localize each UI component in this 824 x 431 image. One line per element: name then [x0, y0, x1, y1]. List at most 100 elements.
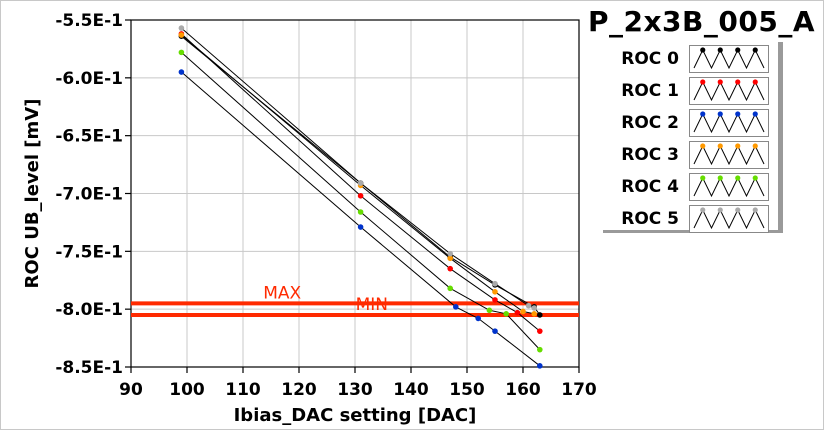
series-line-roc-2 [181, 71, 541, 367]
y-tick-label: -5.5E-1 [55, 11, 123, 31]
legend-swatch-line [693, 80, 765, 102]
data-point-roc-2 [357, 224, 364, 230]
data-point-roc-4 [178, 49, 185, 56]
data-point-roc-5 [178, 25, 185, 31]
legend-swatch [689, 141, 769, 169]
legend-swatch [689, 205, 769, 233]
legend-swatch [689, 77, 769, 105]
y-tick-label: -7.0E-1 [55, 185, 123, 205]
legend-swatch-marker [700, 111, 706, 117]
y-axis-label: ROC UB_level [mV] [22, 99, 43, 289]
y-tick-label: -6.5E-1 [55, 127, 123, 147]
legend-swatch-marker [752, 79, 758, 85]
legend-swatch-marker [717, 111, 723, 117]
x-tick-label: 120 [281, 380, 317, 400]
x-tick-label: 140 [393, 380, 429, 400]
legend-swatch-marker [735, 47, 741, 53]
data-point-roc-3 [178, 32, 185, 38]
legend-swatch-line [693, 176, 765, 198]
legend-swatch-line [693, 112, 765, 134]
data-point-roc-3 [531, 310, 537, 317]
reference-label-max: MAX [263, 283, 301, 303]
legend-entry-roc-1: ROC 1 [603, 77, 778, 105]
legend-entry-roc-3: ROC 3 [603, 141, 778, 169]
legend-entry-roc-2: ROC 2 [603, 109, 778, 137]
data-point-roc-1 [357, 193, 364, 199]
legend-label: ROC 1 [621, 81, 679, 101]
data-point-roc-2 [178, 69, 185, 75]
legend: ROC 0 ROC 1 ROC 2 ROC 3 ROC 4 ROC 5 [603, 42, 783, 233]
data-point-roc-5 [492, 280, 498, 287]
data-point-roc-0 [537, 312, 543, 318]
legend-swatch-marker [752, 111, 758, 117]
legend-swatch-marker [700, 79, 706, 85]
legend-swatch-marker [752, 143, 758, 149]
legend-entry-roc-0: ROC 0 [603, 45, 778, 73]
data-point-roc-4 [357, 209, 364, 215]
x-tick-label: 160 [505, 380, 541, 400]
legend-swatch-line [693, 208, 765, 230]
x-tick-label: 130 [337, 380, 373, 400]
legend-swatch-marker [700, 143, 706, 149]
data-point-roc-4 [447, 285, 454, 292]
legend-label: ROC 2 [621, 113, 679, 133]
data-point-roc-2 [537, 363, 543, 369]
legend-swatch-marker [717, 79, 723, 85]
data-point-roc-1 [537, 328, 543, 334]
data-point-roc-5 [525, 302, 532, 309]
data-point-roc-1 [492, 297, 498, 303]
x-tick-label: 100 [169, 380, 205, 400]
legend-swatch-line [693, 48, 765, 70]
data-point-roc-5 [531, 305, 537, 311]
legend-swatch-marker [717, 207, 723, 213]
legend-swatch-marker [700, 175, 706, 181]
data-point-roc-4 [537, 346, 543, 353]
legend-entry-roc-4: ROC 4 [603, 173, 778, 201]
data-point-roc-2 [492, 328, 498, 334]
legend-swatch-marker [735, 111, 741, 117]
legend-swatch-marker [752, 207, 758, 213]
data-point-roc-2 [475, 315, 482, 322]
legend-swatch-marker [717, 175, 723, 181]
data-point-roc-5 [447, 250, 454, 257]
data-point-roc-4 [503, 310, 510, 317]
chart-title: P_2x3B_005_A [587, 5, 815, 38]
y-tick-label: -7.5E-1 [55, 242, 123, 262]
data-point-roc-1 [514, 309, 521, 316]
legend-swatch-marker [717, 47, 723, 53]
legend-entry-roc-5: ROC 5 [603, 205, 778, 233]
legend-swatch [689, 109, 769, 137]
data-point-roc-3 [447, 255, 454, 262]
legend-swatch-marker [735, 143, 741, 149]
data-point-roc-3 [520, 308, 526, 315]
legend-swatch-marker [700, 207, 706, 213]
y-tick-label: -6.0E-1 [55, 69, 123, 89]
x-tick-label: 110 [225, 380, 261, 400]
series-line-roc-1 [181, 33, 541, 332]
legend-swatch-marker [735, 175, 741, 181]
legend-label: ROC 5 [621, 209, 679, 229]
legend-swatch-marker [700, 47, 706, 53]
legend-swatch [689, 173, 769, 201]
data-point-roc-2 [453, 304, 459, 310]
legend-swatch-marker [735, 207, 741, 213]
data-point-roc-5 [357, 180, 364, 186]
y-tick-label: -8.5E-1 [55, 358, 123, 378]
data-point-roc-4 [486, 307, 493, 314]
legend-swatch-marker [752, 175, 758, 181]
legend-swatch-line [693, 144, 765, 166]
legend-swatch-marker [735, 79, 741, 85]
legend-label: ROC 3 [621, 145, 679, 165]
legend-swatch-marker [752, 47, 758, 53]
y-tick-label: -8.0E-1 [55, 300, 123, 320]
data-point-roc-1 [447, 265, 454, 272]
data-point-roc-3 [492, 289, 498, 295]
legend-label: ROC 0 [621, 49, 679, 69]
reference-label-min: MIN [356, 295, 388, 315]
x-tick-label: 170 [561, 380, 597, 400]
legend-label: ROC 4 [621, 177, 679, 197]
series-line-roc-4 [181, 52, 541, 350]
legend-swatch [689, 45, 769, 73]
x-tick-label: 150 [449, 380, 485, 400]
